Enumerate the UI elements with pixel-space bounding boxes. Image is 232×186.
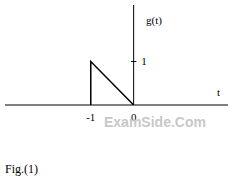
html-text:g(t): g(t) (146, 14, 162, 26)
html-text:t: t (217, 86, 221, 98)
svg-text:-1: -1 (86, 111, 95, 123)
html-text:ExamSide.Com: ExamSide.Com (104, 114, 206, 130)
svg-text:1: 1 (141, 55, 147, 67)
html-text:Fig.(1): Fig.(1) (5, 162, 38, 176)
